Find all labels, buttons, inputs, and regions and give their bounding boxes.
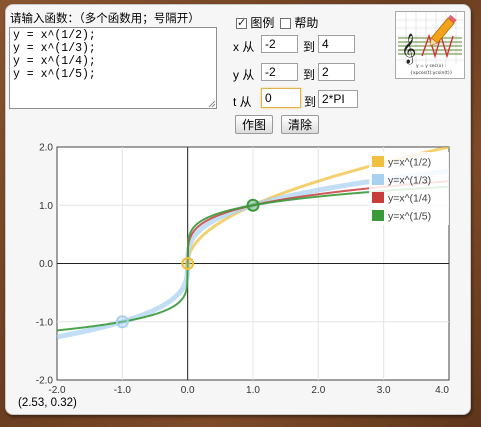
function-prompt-label: 请输入函数：（多个函数用；号隔开） <box>10 13 200 25</box>
help-label: 帮助 <box>294 16 319 30</box>
y-to-label: 到 <box>303 68 316 82</box>
legend-checkbox[interactable] <box>236 16 247 29</box>
x-from-input[interactable] <box>261 35 298 53</box>
t-from-input[interactable] <box>261 88 301 108</box>
legend-swatch <box>372 210 384 221</box>
legend-swatch <box>372 156 384 167</box>
t-to-label: 到 <box>304 95 317 109</box>
x-tick-label: 1.0 <box>246 385 260 396</box>
plot-legend: y=x^(1/2) y=x^(1/3) y=x^(1/4) y=x^(1/5) <box>369 152 449 225</box>
music-graph-logo-icon: 𝄞 y = y sec(x) : {xpcos(t):ycsin(t)} <box>396 12 464 76</box>
grapher-panel: 请输入函数：（多个函数用；号隔开） 图例 帮助 x 从 到 y 从 到 t 从 … <box>5 4 471 415</box>
x-tick-label: -2.0 <box>48 385 66 396</box>
legend-label: 图例 <box>250 16 275 30</box>
t-range-label: t 从 <box>233 95 252 109</box>
x-to-label: 到 <box>303 40 316 54</box>
t-to-input[interactable] <box>318 90 358 108</box>
x-range-label: x 从 <box>233 40 255 54</box>
y-to-input[interactable] <box>318 63 355 81</box>
y-tick-label: 2.0 <box>39 143 53 154</box>
app-logo: 𝄞 y = y sec(x) : {xpcos(t):ycsin(t)} <box>395 11 465 79</box>
legend-entry-label: y=x^(1/2) <box>388 157 431 169</box>
help-option[interactable]: 帮助 <box>280 14 318 31</box>
legend-entry-label: y=x^(1/5) <box>388 211 431 223</box>
logo-caption-2: {xpcos(t):ycsin(t)} <box>410 70 453 76</box>
help-checkbox[interactable] <box>280 18 291 29</box>
highlight-point <box>181 257 195 270</box>
legend-entry-label: y=x^(1/3) <box>388 175 431 187</box>
legend-option[interactable]: 图例 <box>236 14 274 31</box>
function-plot[interactable]: -2.0 -1.0 0.0 1.0 2.0 3.0 4.02.01.00.0-1.0-2.0… <box>6 5 470 414</box>
highlight-point <box>115 315 129 329</box>
x-tick-label: 0.0 <box>181 385 195 396</box>
cursor-coordinate-readout: (2.53, 0.32) <box>18 397 77 409</box>
legend-swatch <box>372 192 384 203</box>
x-tick-label: 2.0 <box>311 385 325 396</box>
y-from-input[interactable] <box>261 63 298 81</box>
y-tick-label: -2.0 <box>36 376 54 387</box>
x-tick-label: 3.0 <box>377 385 391 396</box>
resize-grip-icon[interactable] <box>207 99 216 108</box>
clear-button[interactable]: 清除 <box>281 115 320 134</box>
plot-tick-labels: -2.0 -1.0 0.0 1.0 2.0 3.0 4.0 2.0 1.0 0.0 -1.0 -2.0 <box>36 143 450 397</box>
x-to-input[interactable] <box>318 35 355 53</box>
x-tick-label: 4.0 <box>435 385 449 396</box>
function-input[interactable] <box>9 27 217 109</box>
y-tick-label: 1.0 <box>39 201 53 212</box>
y-tick-label: 0.0 <box>39 259 53 270</box>
y-range-label: y 从 <box>233 68 255 82</box>
legend-entry-label: y=x^(1/4) <box>388 193 431 205</box>
plot-highlight-points <box>115 198 260 329</box>
logo-caption-1: y = y sec(x) : <box>416 63 446 69</box>
x-tick-label: -1.0 <box>114 385 132 396</box>
legend-swatch <box>372 174 384 185</box>
y-tick-label: -1.0 <box>36 317 54 328</box>
svg-text:𝄞: 𝄞 <box>401 33 416 65</box>
plot-button[interactable]: 作图 <box>235 115 274 134</box>
highlight-point <box>246 198 260 212</box>
